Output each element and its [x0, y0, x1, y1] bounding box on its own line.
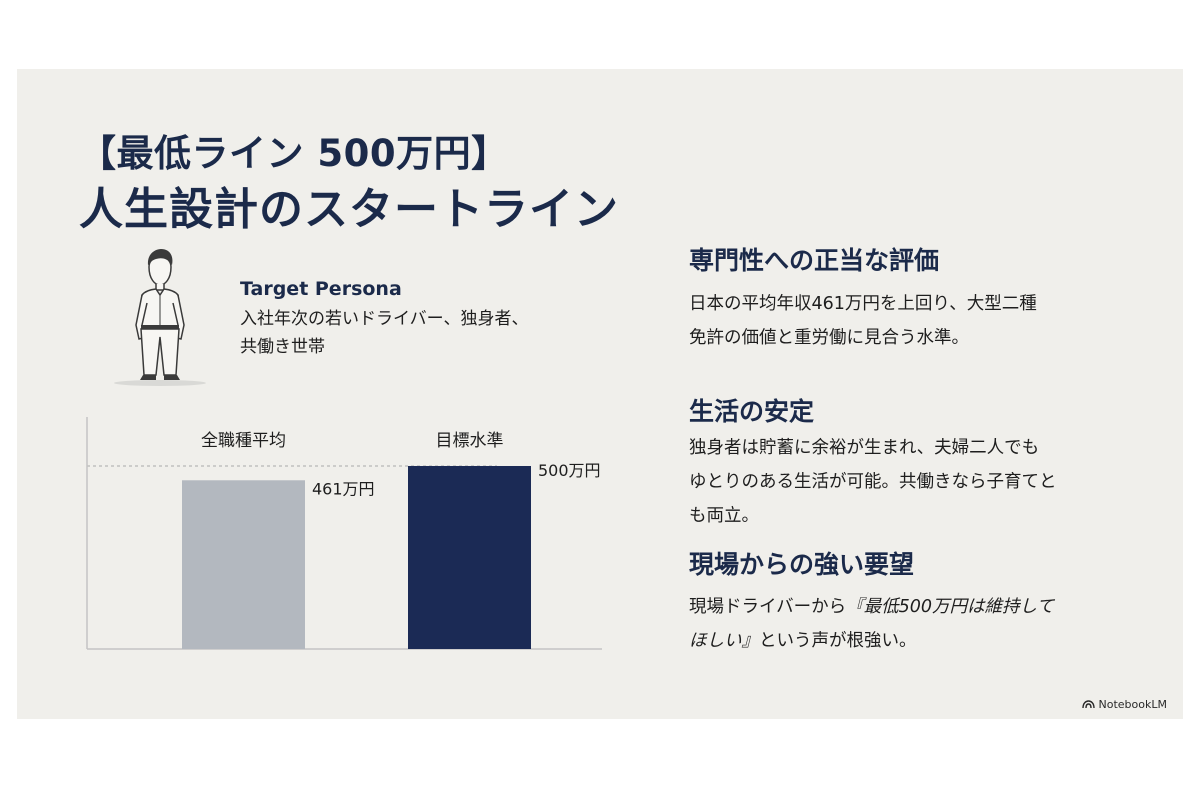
- persona-desc-line1: 入社年次の若いドライバー、独身者、: [240, 309, 529, 329]
- section-text: 現場ドライバーから: [689, 597, 847, 617]
- section-line: ほしい』という声が根強い。: [689, 624, 1149, 658]
- person-icon: [114, 249, 206, 386]
- bar-1: [182, 480, 305, 649]
- section-line: ゆとりのある生活が可能。共働きなら子育てと: [689, 472, 1057, 492]
- section-text: という声が根強い。: [759, 631, 917, 651]
- section-body-demand: 現場ドライバーから『最低500万円は維持して ほしい』という声が根強い。: [689, 590, 1149, 658]
- salary-comparison-chart: 全職種平均 461万円 目標水準 500万円: [86, 417, 602, 650]
- persona-label: Target Persona: [240, 278, 402, 300]
- section-line: 日本の平均年収461万円を上回り、大型二種: [689, 294, 1037, 314]
- section-line: 独身者は貯蓄に余裕が生まれ、夫婦二人でも: [689, 438, 1040, 458]
- page-title: 人生設計のスタートライン: [79, 184, 619, 235]
- category-label: 目標水準: [436, 431, 504, 451]
- section-line: 現場ドライバーから『最低500万円は維持して: [689, 590, 1149, 624]
- value-label: 461万円: [312, 479, 375, 498]
- section-heading-expertise: 専門性への正当な評価: [689, 246, 940, 275]
- quote-text: 『最低500万円は維持して: [846, 597, 1055, 617]
- notebooklm-logo-icon: [1081, 700, 1095, 709]
- quote-text: ほしい』: [689, 631, 759, 651]
- category-label: 全職種平均: [201, 431, 286, 451]
- title-line1: 【最低ライン 500万円】: [79, 132, 509, 175]
- section-heading-demand: 現場からの強い要望: [689, 550, 915, 579]
- section-line: 免許の価値と重労働に見合う水準。: [689, 328, 969, 348]
- section-body-expertise: 日本の平均年収461万円を上回り、大型二種 免許の価値と重労働に見合う水準。: [689, 287, 1149, 355]
- section-body-stability: 独身者は貯蓄に余裕が生まれ、夫婦二人でも ゆとりのある生活が可能。共働きなら子育…: [689, 431, 1149, 533]
- bar-2: [408, 466, 531, 649]
- notebooklm-watermark: NotebookLM: [1081, 698, 1167, 711]
- persona-desc-line2: 共働き世帯: [240, 337, 325, 357]
- section-heading-stability: 生活の安定: [689, 397, 815, 426]
- section-line: も両立。: [689, 506, 759, 526]
- slide: 【最低ライン 500万円】 人生設計のスタートライン Target Person…: [17, 69, 1183, 719]
- watermark-text: NotebookLM: [1098, 698, 1167, 711]
- persona-description: 入社年次の若いドライバー、独身者、 共働き世帯: [240, 305, 529, 361]
- value-label: 500万円: [538, 461, 601, 480]
